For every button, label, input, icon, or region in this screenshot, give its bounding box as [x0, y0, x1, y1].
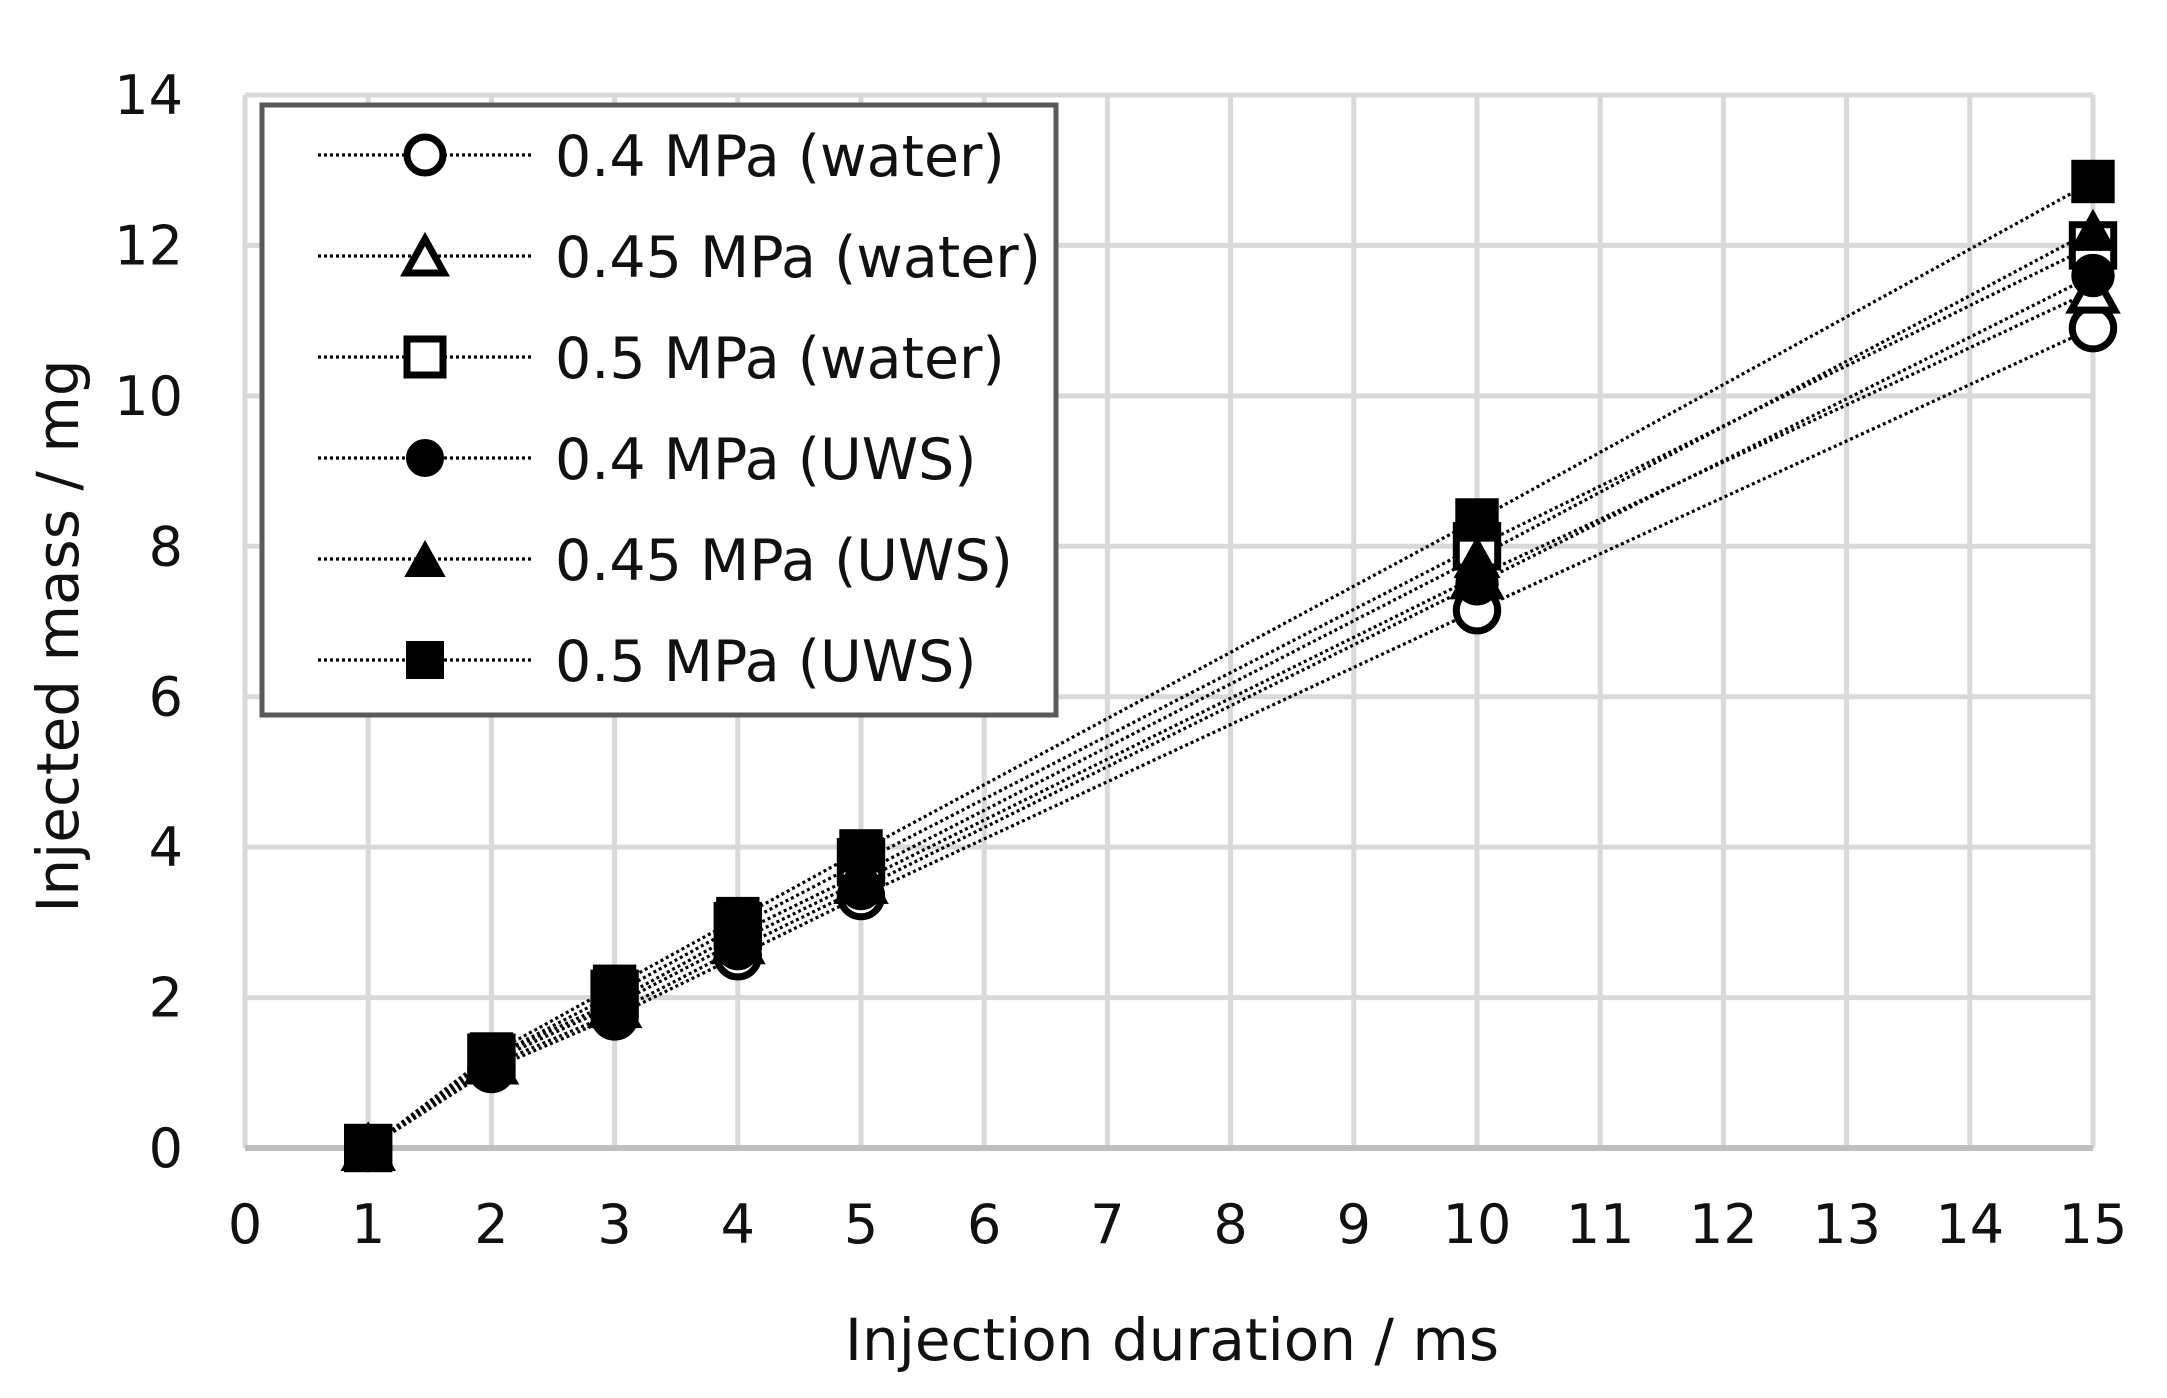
data-point: [592, 964, 637, 1008]
x-tick-label: 12: [1689, 1193, 1758, 1256]
x-tick-label: 1: [351, 1193, 385, 1256]
x-tick-label: 10: [1443, 1193, 1512, 1256]
legend-marker: [403, 335, 447, 379]
x-tick-label: 2: [474, 1193, 508, 1256]
y-tick-label: 10: [114, 365, 183, 428]
legend-marker: [404, 539, 446, 577]
legend-box: [259, 102, 1059, 718]
data-point: [346, 1126, 390, 1170]
x-tick-label: 8: [1213, 1193, 1247, 1256]
x-tick-label: 4: [721, 1193, 755, 1256]
marker-layer: [340, 159, 2121, 1173]
data-point: [837, 851, 885, 895]
x-tick-label: 15: [2059, 1193, 2128, 1256]
x-tick-label: 11: [1566, 1193, 1635, 1256]
x-tick-label: 3: [597, 1193, 631, 1256]
legend-item: 0.5 MPa (UWS): [318, 629, 977, 695]
legend-items: 0.4 MPa (water) 0.45 MPa (water) 0.5 MPa (…: [318, 124, 1041, 695]
legend-marker: [406, 641, 444, 679]
x-tick-label: 0: [228, 1193, 262, 1256]
data-point: [2071, 159, 2115, 204]
legend-item: 0.45 MPa (water): [318, 225, 1041, 291]
y-tick-label: 0: [149, 1117, 183, 1180]
x-tick-label: 13: [1812, 1193, 1881, 1256]
data-point: [839, 829, 883, 873]
legend-marker: [406, 439, 444, 477]
y-axis-title: Injected mass / mg: [24, 359, 92, 912]
data-point: [2068, 303, 2118, 353]
legend: 0.4 MPa (water) 0.45 MPa (water) 0.5 MPa (…: [259, 102, 1059, 718]
y-tick-label: 2: [149, 967, 183, 1030]
x-tick-label: 14: [1935, 1193, 2004, 1256]
legend-marker: [403, 133, 447, 177]
data-point: [469, 1032, 514, 1076]
legend-label: 0.45 MPa (UWS): [555, 528, 1013, 594]
data-point: [1453, 535, 1501, 579]
legend-label: 0.45 MPa (water): [555, 225, 1041, 291]
y-tick-label: 8: [149, 515, 183, 578]
data-point: [1455, 498, 1499, 542]
x-tick-label: 7: [1090, 1193, 1124, 1256]
legend-label: 0.4 MPa (water): [555, 124, 1005, 190]
data-point: [2071, 253, 2115, 298]
legend-item: 0.45 MPa (UWS): [318, 528, 1013, 594]
y-tick-label: 4: [149, 816, 183, 879]
legend-label: 0.5 MPa (UWS): [555, 629, 977, 695]
legend-item: 0.4 MPa (UWS): [318, 427, 977, 493]
legend-label: 0.5 MPa (water): [555, 326, 1005, 392]
x-axis-title: Injection duration / ms: [845, 1306, 1499, 1374]
legend-item: 0.4 MPa (water): [318, 124, 1005, 190]
x-tick-label: 5: [844, 1193, 878, 1256]
data-point: [716, 896, 760, 941]
y-tick-label: 12: [114, 214, 183, 277]
legend-label: 0.4 MPa (UWS): [555, 427, 977, 493]
legend-item: 0.5 MPa (water): [318, 326, 1005, 392]
legend-marker: [400, 231, 450, 277]
data-point: [2069, 208, 2117, 251]
y-tick-label: 6: [149, 666, 183, 729]
x-tick-label: 9: [1337, 1193, 1371, 1256]
y-tick-label: 14: [114, 64, 183, 127]
x-tick-label: 6: [967, 1193, 1001, 1256]
